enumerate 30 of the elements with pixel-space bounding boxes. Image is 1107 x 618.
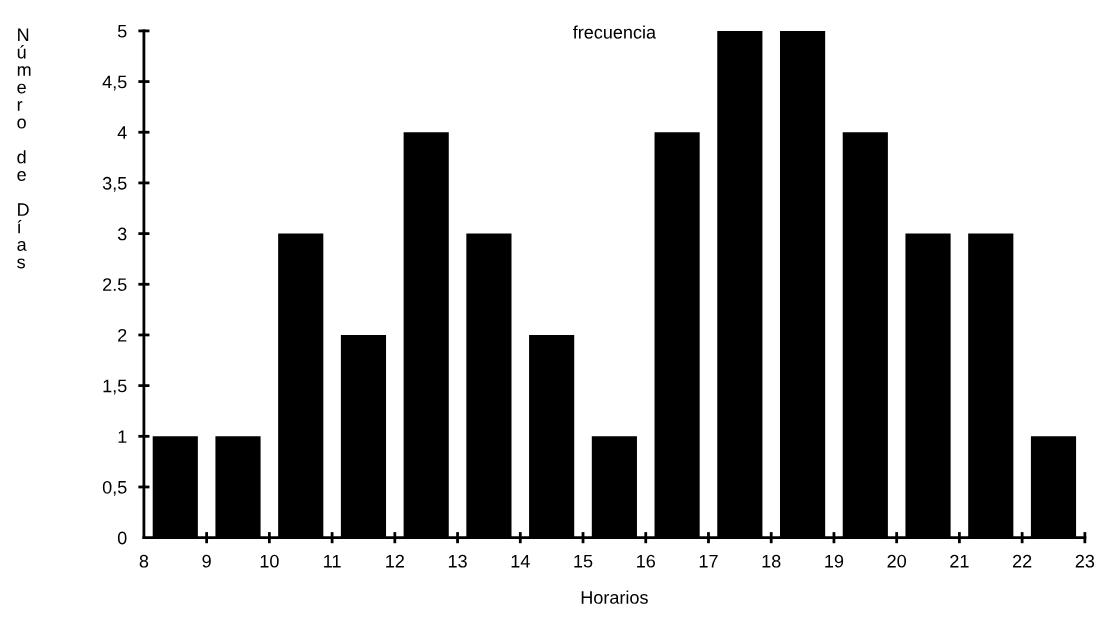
x-tick-label: 18: [762, 554, 781, 568]
y-tick-label: 1: [118, 430, 127, 443]
y-tick-label: 2: [118, 328, 127, 342]
x-axis-title: Horarios: [581, 590, 648, 604]
x-tick-label: 16: [637, 554, 655, 568]
x-tick-label: 23: [1075, 554, 1095, 568]
y-tick-label: 0,5: [102, 480, 127, 496]
y-tick-label: 4: [117, 126, 127, 139]
y-tick-label: 3: [117, 227, 127, 241]
y-tick-label: 4,5: [102, 75, 127, 91]
y-tick-label: 5: [117, 25, 127, 38]
y-tick-label: 2.5: [103, 278, 127, 291]
x-tick-label: 12: [386, 554, 404, 568]
y-tick-label: 0: [117, 531, 127, 545]
x-tick-label: 17: [699, 554, 718, 568]
x-tick-label: 8: [139, 554, 149, 568]
x-tick-label: 20: [887, 554, 907, 568]
text: Número de Días: [17, 28, 31, 269]
x-tick-label: 19: [825, 554, 844, 568]
x-tick-label: 15: [574, 554, 593, 568]
x-tick-label: 9: [202, 554, 211, 568]
y-tick-label: 1,5: [103, 379, 127, 395]
x-tick-label: 21: [950, 554, 969, 568]
x-tick-label: 10: [260, 554, 279, 568]
x-tick-label: 14: [511, 554, 530, 568]
x-tick-label: 22: [1013, 554, 1032, 568]
chart-title: frecuencia: [572, 25, 657, 39]
y-tick-label: 3,5: [102, 176, 127, 192]
x-tick-label: 13: [448, 554, 467, 568]
x-tick-label: 11: [324, 554, 341, 568]
